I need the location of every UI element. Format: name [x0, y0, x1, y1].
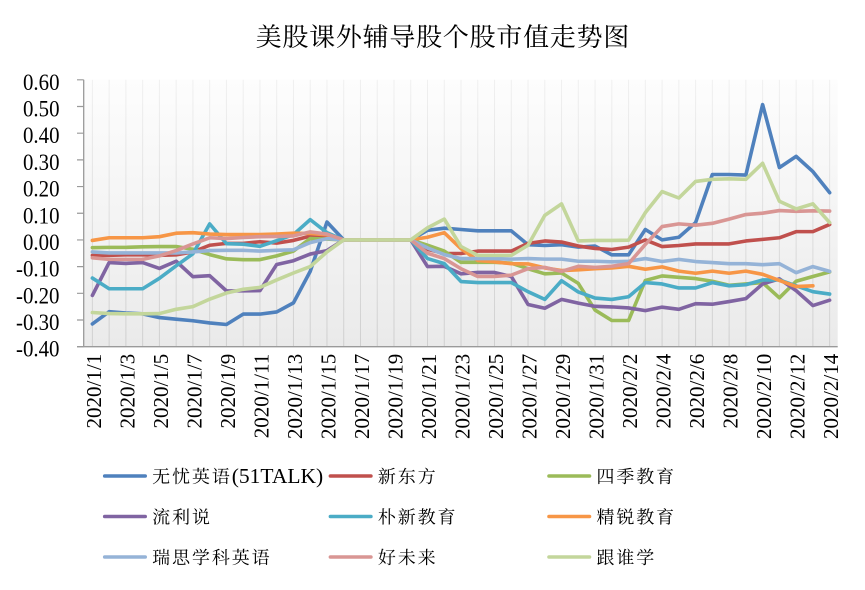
- svg-text:0.00: 0.00: [23, 230, 60, 255]
- svg-text:2020/1/19: 2020/1/19: [383, 354, 407, 439]
- svg-text:2020/2/10: 2020/2/10: [752, 354, 776, 439]
- svg-text:2020/2/14: 2020/2/14: [819, 353, 843, 439]
- svg-text:(51TALK): (51TALK): [232, 464, 323, 488]
- svg-text:2020/2/12: 2020/2/12: [786, 354, 810, 439]
- svg-text:2020/1/13: 2020/1/13: [283, 354, 307, 439]
- svg-text:2020/1/27: 2020/1/27: [518, 354, 542, 439]
- svg-text:0.50: 0.50: [23, 96, 60, 121]
- svg-text:0.60: 0.60: [23, 70, 60, 95]
- svg-text:2020/1/3: 2020/1/3: [115, 354, 139, 429]
- svg-text:2020/1/29: 2020/1/29: [551, 354, 575, 439]
- svg-text:-0.40: -0.40: [16, 337, 60, 362]
- svg-text:2020/2/8: 2020/2/8: [719, 354, 743, 429]
- svg-text:2020/1/11: 2020/1/11: [249, 354, 273, 438]
- svg-text:2020/2/2: 2020/2/2: [618, 354, 642, 429]
- svg-text:0.20: 0.20: [23, 177, 60, 202]
- svg-text:2020/1/9: 2020/1/9: [216, 354, 240, 429]
- svg-text:2020/2/6: 2020/2/6: [685, 354, 709, 429]
- svg-text:-0.10: -0.10: [16, 257, 60, 282]
- svg-text:2020/1/17: 2020/1/17: [350, 354, 374, 439]
- svg-text:2020/1/23: 2020/1/23: [451, 354, 475, 439]
- svg-text:2020/1/21: 2020/1/21: [417, 354, 441, 439]
- svg-text:0.30: 0.30: [23, 150, 60, 175]
- svg-text:2020/2/4: 2020/2/4: [652, 353, 676, 428]
- svg-text:2020/1/15: 2020/1/15: [316, 354, 340, 439]
- svg-text:0.40: 0.40: [23, 123, 60, 148]
- svg-text:0.10: 0.10: [23, 203, 60, 228]
- svg-text:2020/1/7: 2020/1/7: [182, 354, 206, 429]
- svg-text:2020/1/31: 2020/1/31: [585, 354, 609, 439]
- svg-text:2020/1/5: 2020/1/5: [149, 354, 173, 429]
- svg-text:-0.30: -0.30: [16, 310, 60, 335]
- svg-text:-0.20: -0.20: [16, 283, 60, 308]
- svg-text:2020/1/1: 2020/1/1: [82, 354, 106, 429]
- svg-text:2020/1/25: 2020/1/25: [484, 354, 508, 439]
